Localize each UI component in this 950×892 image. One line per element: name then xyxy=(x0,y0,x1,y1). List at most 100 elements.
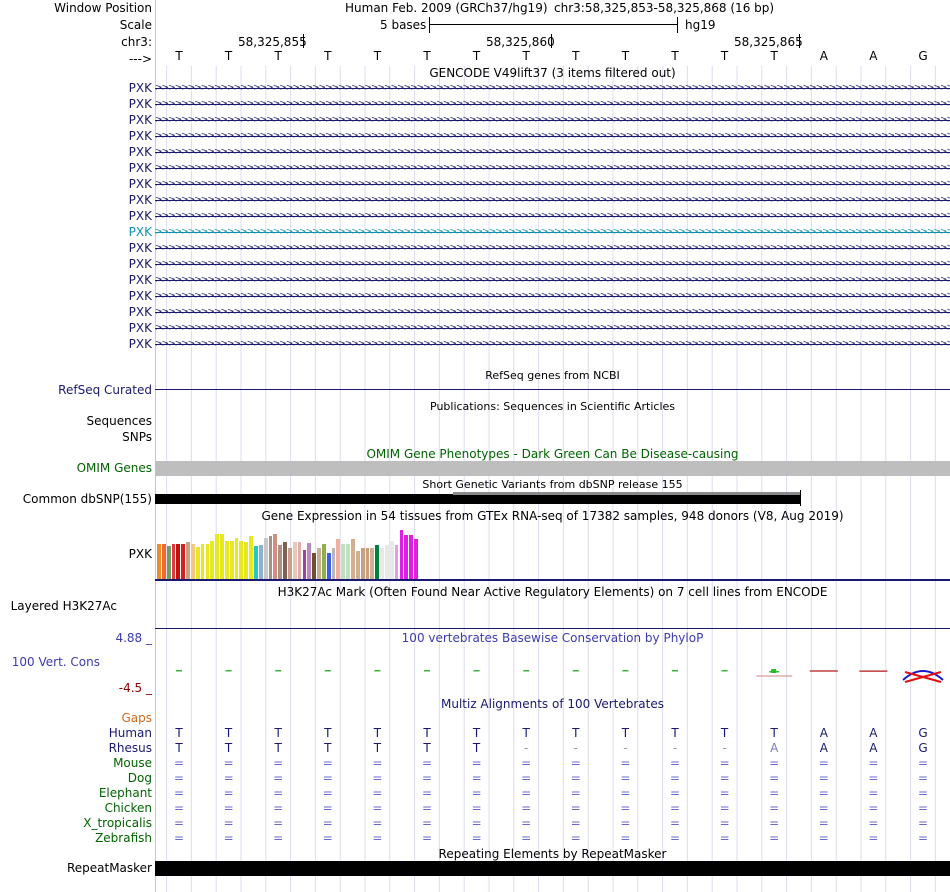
h3k27ac-label[interactable]: Layered H3K27Ac xyxy=(10,599,117,613)
phylop-score-mark[interactable] xyxy=(275,670,282,672)
gtex-tissue-bar[interactable] xyxy=(195,547,200,579)
gencode-transcript-line[interactable] xyxy=(155,296,950,297)
gtex-tissue-bar[interactable] xyxy=(190,544,195,579)
gencode-transcript-line[interactable] xyxy=(155,216,950,217)
gencode-transcript-label[interactable]: PXK xyxy=(128,177,152,191)
gtex-tissue-bar[interactable] xyxy=(302,550,307,579)
snps-label[interactable]: SNPs xyxy=(122,430,152,444)
sequences-label[interactable]: Sequences xyxy=(86,414,152,428)
gencode-transcript-line[interactable] xyxy=(155,200,950,201)
dbsnp-overlap-bar[interactable] xyxy=(453,492,801,495)
gtex-tissue-bar[interactable] xyxy=(239,541,244,579)
gtex-tissue-bar[interactable] xyxy=(365,548,370,579)
gencode-transcript-label[interactable]: PXK xyxy=(128,113,152,127)
gencode-transcript-label[interactable]: PXK xyxy=(128,209,152,223)
gtex-tissue-bar[interactable] xyxy=(370,548,375,579)
gencode-transcript-label[interactable]: PXK xyxy=(128,129,152,143)
omim-label[interactable]: OMIM Genes xyxy=(76,461,152,475)
gtex-title[interactable]: Gene Expression in 54 tissues from GTEx … xyxy=(261,509,844,523)
gencode-transcript-label[interactable]: PXK xyxy=(128,337,152,351)
phylop-score-mark[interactable] xyxy=(859,670,888,672)
gencode-transcript-label[interactable]: PXK xyxy=(128,193,152,207)
gencode-transcript-line[interactable] xyxy=(155,120,950,121)
gencode-transcript-label[interactable]: PXK xyxy=(128,241,152,255)
gtex-tissue-bar[interactable] xyxy=(404,535,409,579)
gencode-transcript-line[interactable] xyxy=(155,168,950,169)
species-label[interactable]: X_tropicalis xyxy=(83,816,152,830)
gtex-tissue-bar[interactable] xyxy=(375,545,380,579)
gencode-title[interactable]: GENCODE V49lift37 (3 items filtered out) xyxy=(429,66,676,80)
phylop-plot[interactable] xyxy=(155,0,950,892)
gtex-tissue-bar[interactable] xyxy=(181,544,186,579)
gtex-tissue-bar[interactable] xyxy=(292,542,297,579)
gtex-tissue-bar[interactable] xyxy=(166,546,171,579)
gencode-transcript-label[interactable]: PXK xyxy=(128,321,152,335)
gtex-tissue-bar[interactable] xyxy=(234,538,239,579)
dbsnp-label[interactable]: Common dbSNP(155) xyxy=(22,492,152,506)
multiz-title[interactable]: Multiz Alignments of 100 Vertebrates xyxy=(440,697,665,711)
gtex-tissue-bar[interactable] xyxy=(229,541,234,579)
gencode-transcript-label[interactable]: PXK xyxy=(128,145,152,159)
gtex-tissue-bar[interactable] xyxy=(273,534,278,579)
gencode-transcript-label[interactable]: PXK xyxy=(128,257,152,271)
phylop-score-mark[interactable] xyxy=(324,670,331,672)
gtex-tissue-bar[interactable] xyxy=(351,539,355,579)
phylop-score-mark[interactable] xyxy=(176,670,182,672)
gencode-transcript-line[interactable] xyxy=(155,152,950,153)
gtex-tissue-bar[interactable] xyxy=(414,539,418,579)
gtex-tissue-bar[interactable] xyxy=(399,530,404,579)
gencode-transcript-label[interactable]: PXK xyxy=(128,81,152,95)
gtex-tissue-bar[interactable] xyxy=(220,534,224,579)
gencode-transcript-line[interactable] xyxy=(155,264,950,265)
gtex-tissue-bar[interactable] xyxy=(258,545,263,579)
gtex-tissue-bar[interactable] xyxy=(409,535,414,579)
gencode-transcript-line[interactable] xyxy=(155,104,950,105)
gtex-tissue-bar[interactable] xyxy=(215,534,220,579)
species-label[interactable]: Elephant xyxy=(98,786,152,800)
repeatmasker-bar[interactable] xyxy=(155,861,950,876)
phylop-label[interactable]: 100 Vert. Cons xyxy=(11,655,100,669)
gencode-transcript-label[interactable]: PXK xyxy=(128,225,152,239)
gencode-transcript-label[interactable]: PXK xyxy=(128,289,152,303)
gtex-tissue-bar[interactable] xyxy=(283,542,287,579)
track-data-area[interactable]: Human Feb. 2009 (GRCh37/hg19) chr3:58,32… xyxy=(155,0,950,892)
gtex-tissue-bar[interactable] xyxy=(254,546,258,579)
gencode-transcript-label[interactable]: PXK xyxy=(128,273,152,287)
omim-title[interactable]: OMIM Gene Phenotypes - Dark Green Can Be… xyxy=(366,447,739,461)
species-label[interactable]: Chicken xyxy=(104,801,152,815)
repeatmasker-label[interactable]: RepeatMasker xyxy=(66,861,152,875)
gtex-tissue-bar[interactable] xyxy=(360,548,365,579)
gtex-tissue-bar[interactable] xyxy=(210,541,215,579)
repeatmasker-title[interactable]: Repeating Elements by RepeatMasker xyxy=(438,847,667,861)
gtex-tissue-bar[interactable] xyxy=(336,539,341,579)
gtex-tissue-bar[interactable] xyxy=(278,545,283,579)
refseq-title[interactable]: RefSeq genes from NCBI xyxy=(485,369,620,382)
gtex-tissue-bar[interactable] xyxy=(268,536,273,579)
gtex-tissue-bar[interactable] xyxy=(380,548,384,579)
gtex-tissue-bar[interactable] xyxy=(297,542,302,579)
gtex-tissue-bar[interactable] xyxy=(312,553,317,579)
gtex-tissue-bar[interactable] xyxy=(346,544,350,579)
phylop-score-mark[interactable] xyxy=(672,670,678,672)
publications-title[interactable]: Publications: Sequences in Scientific Ar… xyxy=(430,400,675,413)
gtex-tissue-bar[interactable] xyxy=(224,541,229,579)
gtex-tissue-bar[interactable] xyxy=(263,538,268,579)
phylop-title[interactable]: 100 vertebrates Basewise Conservation by… xyxy=(401,631,704,645)
gtex-tissue-bar[interactable] xyxy=(200,544,205,579)
species-label[interactable]: Rhesus xyxy=(108,741,152,755)
phylop-highlight-mark[interactable] xyxy=(771,669,777,673)
gencode-transcript-label[interactable]: PXK xyxy=(128,97,152,111)
gencode-transcript-line[interactable] xyxy=(155,344,950,345)
dbsnp-title[interactable]: Short Genetic Variants from dbSNP releas… xyxy=(422,478,683,491)
gtex-tissue-bar[interactable] xyxy=(161,544,166,579)
gencode-transcript-line[interactable] xyxy=(155,232,950,233)
phylop-score-mark[interactable] xyxy=(572,670,579,672)
gtex-tissue-bar[interactable] xyxy=(321,544,326,579)
gtex-tissue-bar[interactable] xyxy=(186,542,190,579)
gtex-tissue-bar[interactable] xyxy=(176,544,181,579)
phylop-score-mark[interactable] xyxy=(721,670,728,672)
species-label[interactable]: Dog xyxy=(127,771,152,785)
phylop-score-mark[interactable] xyxy=(523,670,530,672)
gtex-tissue-bar[interactable] xyxy=(287,548,292,579)
